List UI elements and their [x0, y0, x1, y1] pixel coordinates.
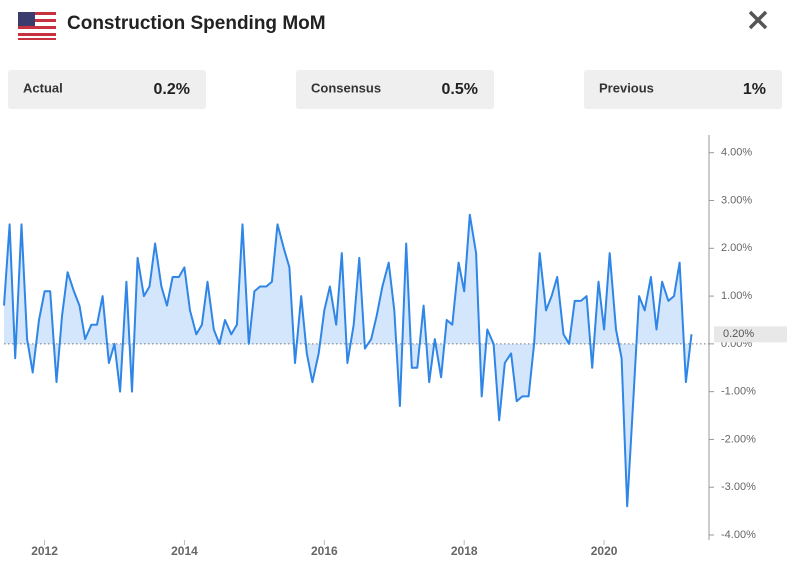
y-tick-label: 4.00% [721, 147, 752, 159]
stat-value: 1% [743, 81, 766, 98]
value-label: 0.20% [723, 328, 754, 340]
stat-label: Previous [599, 80, 654, 95]
x-tick-label: 2018 [451, 544, 478, 558]
y-tick-label: 2.00% [721, 242, 752, 254]
y-tick-label: -4.00% [721, 529, 756, 541]
x-tick-label: 2012 [31, 544, 58, 558]
close-button[interactable] [748, 10, 768, 30]
stat-previous: Previous 1% [584, 70, 782, 109]
value-label-box [714, 326, 787, 343]
stat-label: Actual [23, 80, 63, 95]
stat-label: Consensus [311, 80, 381, 95]
x-tick-label: 2014 [171, 544, 198, 558]
y-tick-label: -2.00% [721, 433, 756, 445]
stat-consensus: Consensus 0.5% [296, 70, 494, 109]
y-tick-label: 1.00% [721, 290, 752, 302]
line [3, 213, 693, 508]
x-tick-label: 2020 [591, 544, 618, 558]
stat-actual: Actual 0.2% [8, 70, 206, 109]
title: Construction Spending MoM [67, 13, 326, 34]
y-tick-label: -1.00% [721, 386, 756, 398]
y-tick-label: -3.00% [721, 481, 756, 493]
stat-value: 0.2% [154, 81, 190, 98]
stat-value: 0.5% [442, 81, 478, 98]
flag [18, 12, 56, 40]
x-tick-label: 2016 [311, 544, 338, 558]
y-tick-label: 3.00% [721, 194, 752, 206]
